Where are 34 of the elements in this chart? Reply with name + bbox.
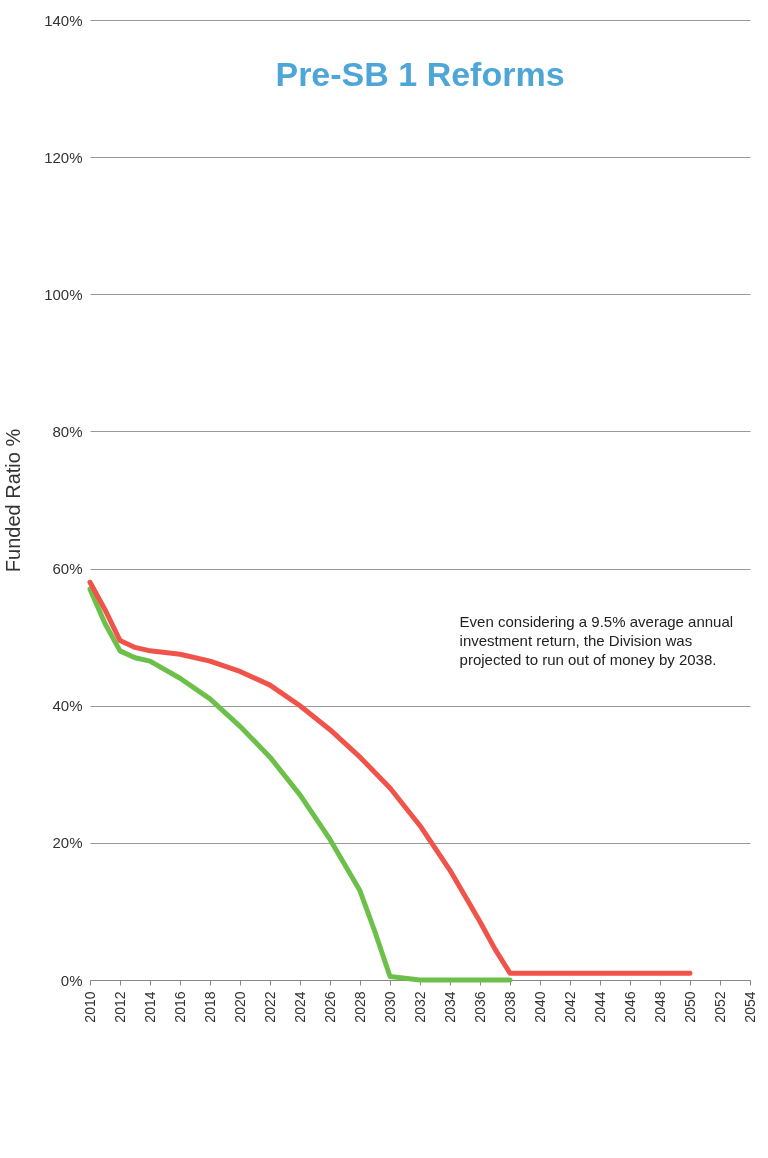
y-tick-label: 0% [60,971,83,989]
x-tick-label: 2018 [201,991,218,1023]
y-tick-label: 120% [44,148,83,166]
x-tick-label: 2016 [171,991,188,1023]
annotation: Even considering a 9.5% average annual investment return, the Division was projected to run out of money by 2038. [459,613,734,669]
x-tick-label: 2038 [501,991,518,1023]
x-tick-label: 2020 [231,991,248,1023]
x-tick-label: 2030 [381,991,398,1023]
x-tick-label: 2052 [711,991,728,1023]
y-tick-label: 100% [44,285,83,303]
x-tick-label: 2050 [681,991,698,1023]
x-tick-label: 2054 [741,991,758,1023]
y-tick-label: 80% [52,422,83,440]
x-tick-label: 2034 [441,991,458,1023]
y-tick-label: 40% [52,697,83,715]
y-axis-title: Funded Ratio % [2,428,25,573]
y-tick-label: 20% [52,834,83,852]
x-tick-label: 2036 [471,991,488,1023]
y-tick-label: 60% [52,560,83,578]
x-tick-label: 2048 [651,991,668,1023]
x-tick-label: 2044 [591,991,608,1023]
x-tick-label: 2046 [621,991,638,1023]
x-tick-label: 2014 [141,991,158,1023]
x-tick-label: 2032 [411,991,428,1023]
x-tick-label: 2042 [561,991,578,1023]
x-tick-label: 2010 [81,991,98,1023]
x-tick-label: 2040 [531,991,548,1023]
x-tick-label: 2022 [261,991,278,1023]
x-tick-label: 2026 [321,991,338,1023]
x-tick-label: 2012 [111,991,128,1023]
y-tick-label: 140% [44,11,83,29]
text: Pre-SB 1 Reforms [275,55,565,93]
x-tick-label: 2024 [291,991,308,1023]
x-tick-label: 2028 [351,991,368,1023]
